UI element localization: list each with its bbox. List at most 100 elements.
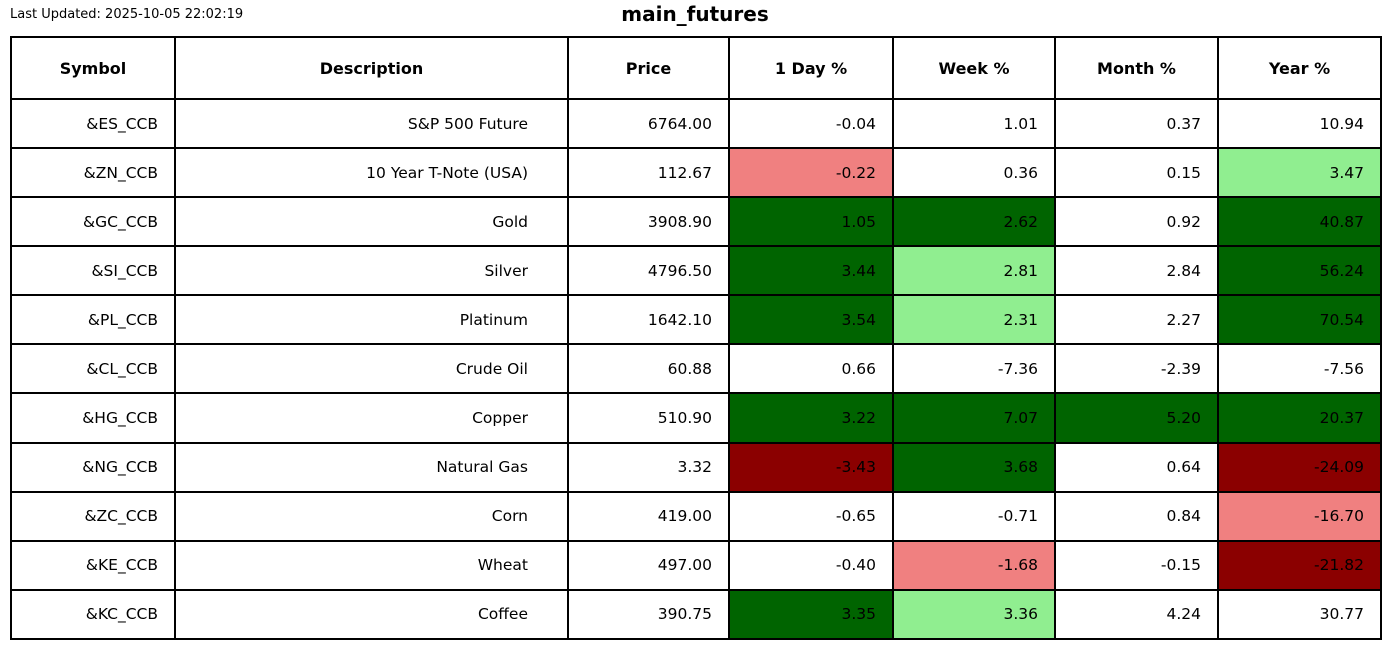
- week-percent-cell: -0.71: [892, 490, 1056, 542]
- description-cell: 10 Year T-Note (USA): [174, 147, 569, 199]
- page-title: main_futures: [621, 2, 769, 26]
- year-percent-cell: 20.37: [1217, 392, 1382, 444]
- month-percent-cell: 0.37: [1054, 97, 1219, 150]
- day-percent-cell: 3.44: [728, 245, 894, 297]
- price-cell: 419.00: [567, 490, 730, 542]
- symbol-cell: &GC_CCB: [10, 196, 176, 248]
- price-cell: 510.90: [567, 392, 730, 444]
- description-cell: S&P 500 Future: [174, 97, 569, 150]
- month-percent-cell: 0.15: [1054, 147, 1219, 199]
- table-row: &ZC_CCB Corn 419.00 -0.65 -0.71 0.84 -16.70: [10, 490, 1382, 542]
- price-cell: 112.67: [567, 147, 730, 199]
- symbol-cell: &ES_CCB: [10, 97, 176, 150]
- year-percent-cell: -7.56: [1217, 343, 1382, 395]
- table-row: &SI_CCB Silver 4796.50 3.44 2.81 2.84 56.24: [10, 245, 1382, 297]
- symbol-cell: &KE_CCB: [10, 539, 176, 591]
- month-percent-cell: 0.84: [1054, 490, 1219, 542]
- week-percent-cell: 2.31: [892, 294, 1056, 346]
- description-cell: Coffee: [174, 588, 569, 641]
- price-cell: 1642.10: [567, 294, 730, 346]
- year-percent-cell: -16.70: [1217, 490, 1382, 542]
- price-cell: 390.75: [567, 588, 730, 641]
- column-header-1day: 1 Day %: [728, 36, 894, 100]
- column-header-description: Description: [174, 36, 569, 100]
- description-cell: Platinum: [174, 294, 569, 346]
- year-percent-cell: 56.24: [1217, 245, 1382, 297]
- week-percent-cell: 2.62: [892, 196, 1056, 248]
- description-cell: Corn: [174, 490, 569, 542]
- price-cell: 4796.50: [567, 245, 730, 297]
- table-row: &GC_CCB Gold 3908.90 1.05 2.62 0.92 40.87: [10, 196, 1382, 248]
- year-percent-cell: -21.82: [1217, 539, 1382, 591]
- table-row: &KC_CCB Coffee 390.75 3.35 3.36 4.24 30.77: [10, 588, 1382, 641]
- symbol-cell: &NG_CCB: [10, 441, 176, 493]
- year-percent-cell: 10.94: [1217, 97, 1382, 150]
- week-percent-cell: -7.36: [892, 343, 1056, 395]
- header-row: Symbol Description Price 1 Day % Week % …: [10, 36, 1382, 100]
- price-cell: 60.88: [567, 343, 730, 395]
- symbol-cell: &KC_CCB: [10, 588, 176, 641]
- day-percent-cell: 3.22: [728, 392, 894, 444]
- symbol-cell: &CL_CCB: [10, 343, 176, 395]
- week-percent-cell: -1.68: [892, 539, 1056, 591]
- price-cell: 6764.00: [567, 97, 730, 150]
- month-percent-cell: 0.92: [1054, 196, 1219, 248]
- week-percent-cell: 1.01: [892, 97, 1056, 150]
- table-row: &NG_CCB Natural Gas 3.32 -3.43 3.68 0.64 -24.0…: [10, 441, 1382, 493]
- last-updated-label: Last Updated: 2025-10-05 22:02:19: [10, 7, 244, 22]
- year-percent-cell: 70.54: [1217, 294, 1382, 346]
- table-header: Symbol Description Price 1 Day % Week % …: [10, 36, 1382, 100]
- table-row: &CL_CCB Crude Oil 60.88 0.66 -7.36 -2.39 -7.56: [10, 343, 1382, 395]
- price-cell: 3908.90: [567, 196, 730, 248]
- table-row: &ES_CCB S&P 500 Future 6764.00 -0.04 1.01 0.3…: [10, 97, 1382, 150]
- symbol-cell: &SI_CCB: [10, 245, 176, 297]
- year-percent-cell: 40.87: [1217, 196, 1382, 248]
- table-row: &PL_CCB Platinum 1642.10 3.54 2.31 2.27 70.54: [10, 294, 1382, 346]
- year-percent-cell: -24.09: [1217, 441, 1382, 493]
- month-percent-cell: 5.20: [1054, 392, 1219, 444]
- symbol-cell: &PL_CCB: [10, 294, 176, 346]
- description-cell: Wheat: [174, 539, 569, 591]
- description-cell: Copper: [174, 392, 569, 444]
- day-percent-cell: -3.43: [728, 441, 894, 493]
- year-percent-cell: 3.47: [1217, 147, 1382, 199]
- price-cell: 3.32: [567, 441, 730, 493]
- day-percent-cell: 3.35: [728, 588, 894, 641]
- description-cell: Silver: [174, 245, 569, 297]
- column-header-week: Week %: [892, 36, 1056, 100]
- description-cell: Crude Oil: [174, 343, 569, 395]
- week-percent-cell: 3.68: [892, 441, 1056, 493]
- week-percent-cell: 7.07: [892, 392, 1056, 444]
- month-percent-cell: 2.84: [1054, 245, 1219, 297]
- year-percent-cell: 30.77: [1217, 588, 1382, 641]
- description-cell: Natural Gas: [174, 441, 569, 493]
- column-header-symbol: Symbol: [10, 36, 176, 100]
- day-percent-cell: -0.04: [728, 97, 894, 150]
- week-percent-cell: 0.36: [892, 147, 1056, 199]
- symbol-cell: &HG_CCB: [10, 392, 176, 444]
- table-row: &ZN_CCB 10 Year T-Note (USA) 112.67 -0.22 0.…: [10, 147, 1382, 199]
- month-percent-cell: 2.27: [1054, 294, 1219, 346]
- day-percent-cell: -0.22: [728, 147, 894, 199]
- week-percent-cell: 2.81: [892, 245, 1056, 297]
- table-row: &HG_CCB Copper 510.90 3.22 7.07 5.20 20.37: [10, 392, 1382, 444]
- description-cell: Gold: [174, 196, 569, 248]
- table-body: &ES_CCB S&P 500 Future 6764.00 -0.04 1.01 0.3…: [10, 97, 1382, 641]
- month-percent-cell: 0.64: [1054, 441, 1219, 493]
- symbol-cell: &ZN_CCB: [10, 147, 176, 199]
- price-cell: 497.00: [567, 539, 730, 591]
- month-percent-cell: -2.39: [1054, 343, 1219, 395]
- day-percent-cell: -0.40: [728, 539, 894, 591]
- month-percent-cell: -0.15: [1054, 539, 1219, 591]
- day-percent-cell: 3.54: [728, 294, 894, 346]
- futures-table: Symbol Description Price 1 Day % Week % …: [10, 36, 1382, 641]
- column-header-price: Price: [567, 36, 730, 100]
- day-percent-cell: 1.05: [728, 196, 894, 248]
- day-percent-cell: 0.66: [728, 343, 894, 395]
- column-header-year: Year %: [1217, 36, 1382, 100]
- table-row: &KE_CCB Wheat 497.00 -0.40 -1.68 -0.15 -21.82: [10, 539, 1382, 591]
- month-percent-cell: 4.24: [1054, 588, 1219, 641]
- day-percent-cell: -0.65: [728, 490, 894, 542]
- column-header-month: Month %: [1054, 36, 1219, 100]
